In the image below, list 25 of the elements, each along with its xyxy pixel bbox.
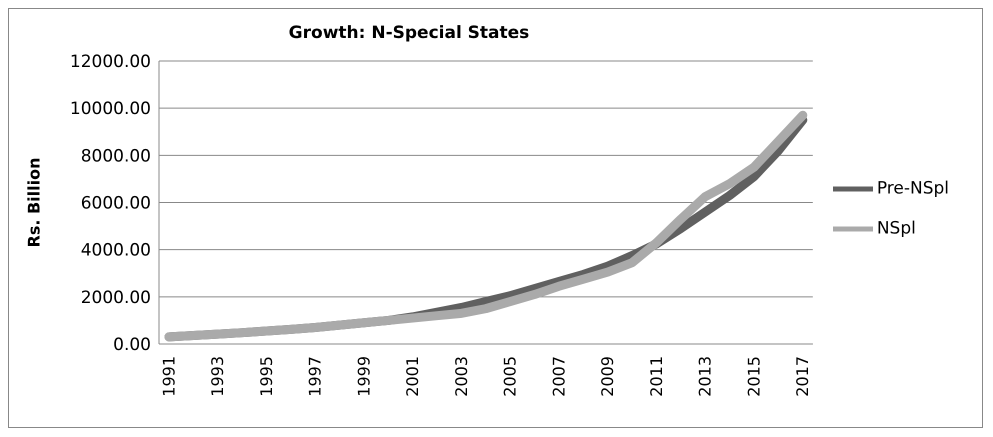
y-tick-label: 12000.00 bbox=[70, 52, 151, 72]
y-axis-title: Rs. Billion bbox=[24, 157, 44, 248]
x-tick-label: 2015 bbox=[744, 356, 764, 397]
y-tick-label: 8000.00 bbox=[80, 146, 151, 166]
x-tick-label: 2001 bbox=[403, 356, 422, 397]
y-tick-label: 2000.00 bbox=[80, 288, 151, 308]
y-tick-label: 10000.00 bbox=[70, 99, 151, 120]
x-tick-label: 2009 bbox=[598, 356, 618, 397]
x-tick-label: 2005 bbox=[500, 356, 520, 397]
y-tick-label: 6000.00 bbox=[80, 194, 151, 214]
x-tick-label: 1997 bbox=[306, 356, 325, 397]
x-tick-label: 2011 bbox=[646, 356, 666, 397]
x-tick-label: 2017 bbox=[793, 356, 812, 397]
y-tick-label: 4000.00 bbox=[80, 240, 151, 261]
x-tick-label: 1993 bbox=[208, 356, 228, 397]
legend-label: NSpl bbox=[876, 218, 916, 239]
chart-title: Growth: N-Special States bbox=[288, 23, 530, 43]
x-tick-label: 1995 bbox=[256, 356, 276, 397]
x-tick-label: 2013 bbox=[696, 356, 715, 397]
x-tick-label: 2003 bbox=[452, 356, 471, 397]
x-tick-label: 2007 bbox=[549, 356, 568, 397]
x-tick-label: 1991 bbox=[159, 356, 178, 397]
x-tick-label: 1999 bbox=[354, 356, 374, 397]
legend-label: Pre-NSpl bbox=[876, 178, 949, 199]
y-tick-label: 0.00 bbox=[113, 335, 151, 356]
